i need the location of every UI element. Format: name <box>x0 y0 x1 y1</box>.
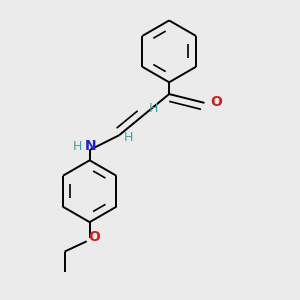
Text: H: H <box>148 102 158 115</box>
Text: H: H <box>73 140 83 153</box>
Text: H: H <box>124 131 134 144</box>
Text: O: O <box>210 95 222 109</box>
Text: N: N <box>85 140 97 154</box>
Text: O: O <box>88 230 100 244</box>
